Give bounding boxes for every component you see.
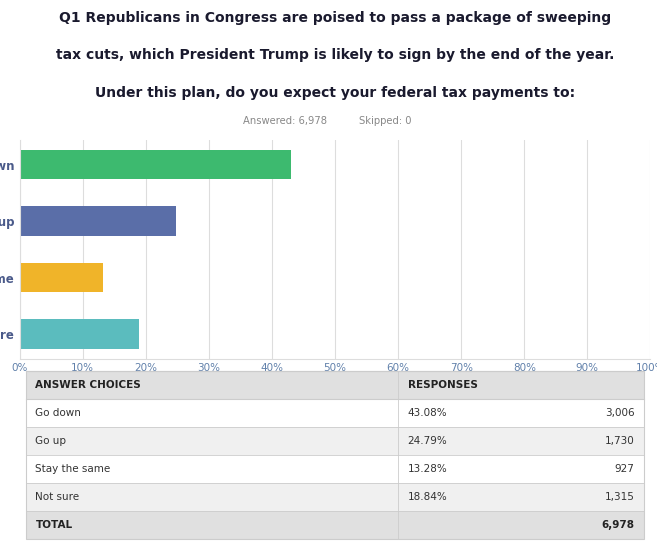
Bar: [20, 263, 103, 292]
Text: tax cuts, which President Trump is likely to sign by the end of the year.: tax cuts, which President Trump is likel…: [56, 48, 614, 62]
Text: 18.84%: 18.84%: [407, 492, 447, 502]
Text: Go down: Go down: [35, 408, 81, 418]
Bar: [26, 511, 644, 539]
Text: Not sure: Not sure: [35, 492, 79, 502]
Bar: [20, 207, 176, 236]
Text: Answered: 6,978: Answered: 6,978: [242, 116, 327, 126]
Bar: [26, 455, 644, 483]
Text: RESPONSES: RESPONSES: [407, 380, 478, 390]
Text: 6,978: 6,978: [602, 520, 635, 530]
Text: ANSWER CHOICES: ANSWER CHOICES: [35, 380, 141, 390]
Text: Stay the same: Stay the same: [35, 464, 111, 474]
Bar: [26, 399, 644, 427]
Text: TOTAL: TOTAL: [35, 520, 73, 530]
Bar: [20, 319, 139, 349]
Bar: [20, 150, 292, 179]
Text: Skipped: 0: Skipped: 0: [359, 116, 412, 126]
Text: 13.28%: 13.28%: [407, 464, 447, 474]
Text: 1,315: 1,315: [605, 492, 635, 502]
Text: Go up: Go up: [35, 436, 66, 446]
Text: 3,006: 3,006: [605, 408, 635, 418]
Bar: [26, 371, 644, 399]
Bar: [26, 483, 644, 511]
Text: 24.79%: 24.79%: [407, 436, 447, 446]
Bar: [26, 427, 644, 455]
Text: Under this plan, do you expect your federal tax payments to:: Under this plan, do you expect your fede…: [95, 86, 575, 100]
Text: 43.08%: 43.08%: [407, 408, 447, 418]
Text: 1,730: 1,730: [605, 436, 635, 446]
Text: Q1 Republicans in Congress are poised to pass a package of sweeping: Q1 Republicans in Congress are poised to…: [59, 10, 611, 25]
Text: 927: 927: [615, 464, 635, 474]
